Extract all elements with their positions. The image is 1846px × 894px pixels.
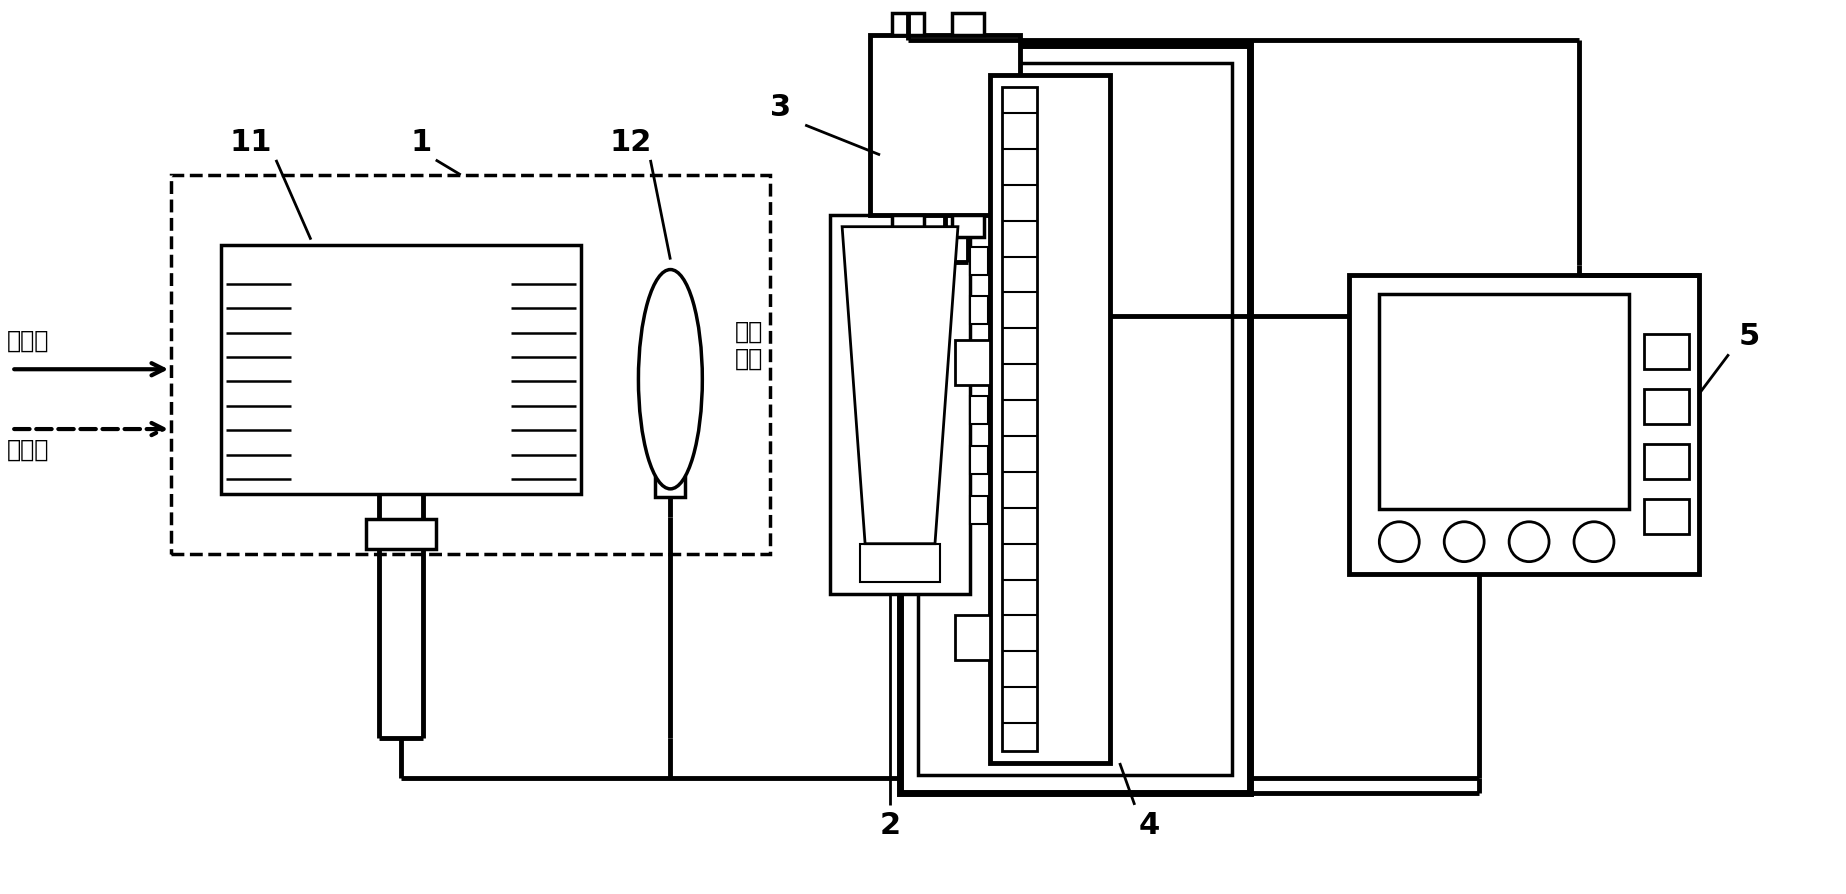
Circle shape	[1575, 522, 1613, 562]
Bar	[969, 297, 988, 325]
Text: 3: 3	[770, 93, 790, 122]
Bar	[901, 46, 1250, 793]
Polygon shape	[842, 227, 958, 544]
Text: 5: 5	[1739, 322, 1759, 351]
Bar	[892, 14, 925, 37]
Bar	[831, 215, 969, 594]
Bar	[366, 519, 436, 549]
Bar	[866, 240, 890, 266]
Text: 11: 11	[229, 128, 271, 156]
Bar	[1645, 335, 1689, 370]
Bar	[1645, 390, 1689, 425]
Bar	[954, 341, 989, 385]
Bar	[172, 175, 770, 554]
Circle shape	[1379, 522, 1420, 562]
Bar	[969, 446, 988, 475]
Bar	[917, 64, 1231, 775]
Bar	[954, 615, 989, 660]
Bar	[1349, 275, 1698, 574]
Bar	[969, 496, 988, 524]
Bar	[969, 248, 988, 275]
Bar	[953, 215, 984, 238]
Bar	[1645, 499, 1689, 534]
Text: 可见光: 可见光	[6, 328, 48, 352]
Bar	[1379, 295, 1628, 510]
Text: 12: 12	[609, 128, 652, 156]
Bar	[989, 76, 1109, 763]
Text: 4: 4	[1139, 810, 1161, 839]
Text: 1: 1	[410, 128, 432, 156]
Ellipse shape	[639, 270, 701, 489]
Bar	[969, 397, 988, 425]
Circle shape	[1510, 522, 1549, 562]
Bar	[953, 14, 984, 37]
Bar	[222, 245, 580, 494]
Bar	[1002, 88, 1037, 751]
Bar	[892, 215, 925, 238]
Text: 高压
脉冲: 高压 脉冲	[735, 319, 764, 371]
Bar	[969, 347, 988, 375]
Bar	[1645, 444, 1689, 479]
Circle shape	[1444, 522, 1484, 562]
Bar	[869, 37, 1019, 215]
Text: 2: 2	[879, 810, 901, 839]
Bar	[860, 544, 940, 582]
Bar	[655, 477, 685, 497]
Text: 紫外光: 紫外光	[6, 437, 48, 461]
